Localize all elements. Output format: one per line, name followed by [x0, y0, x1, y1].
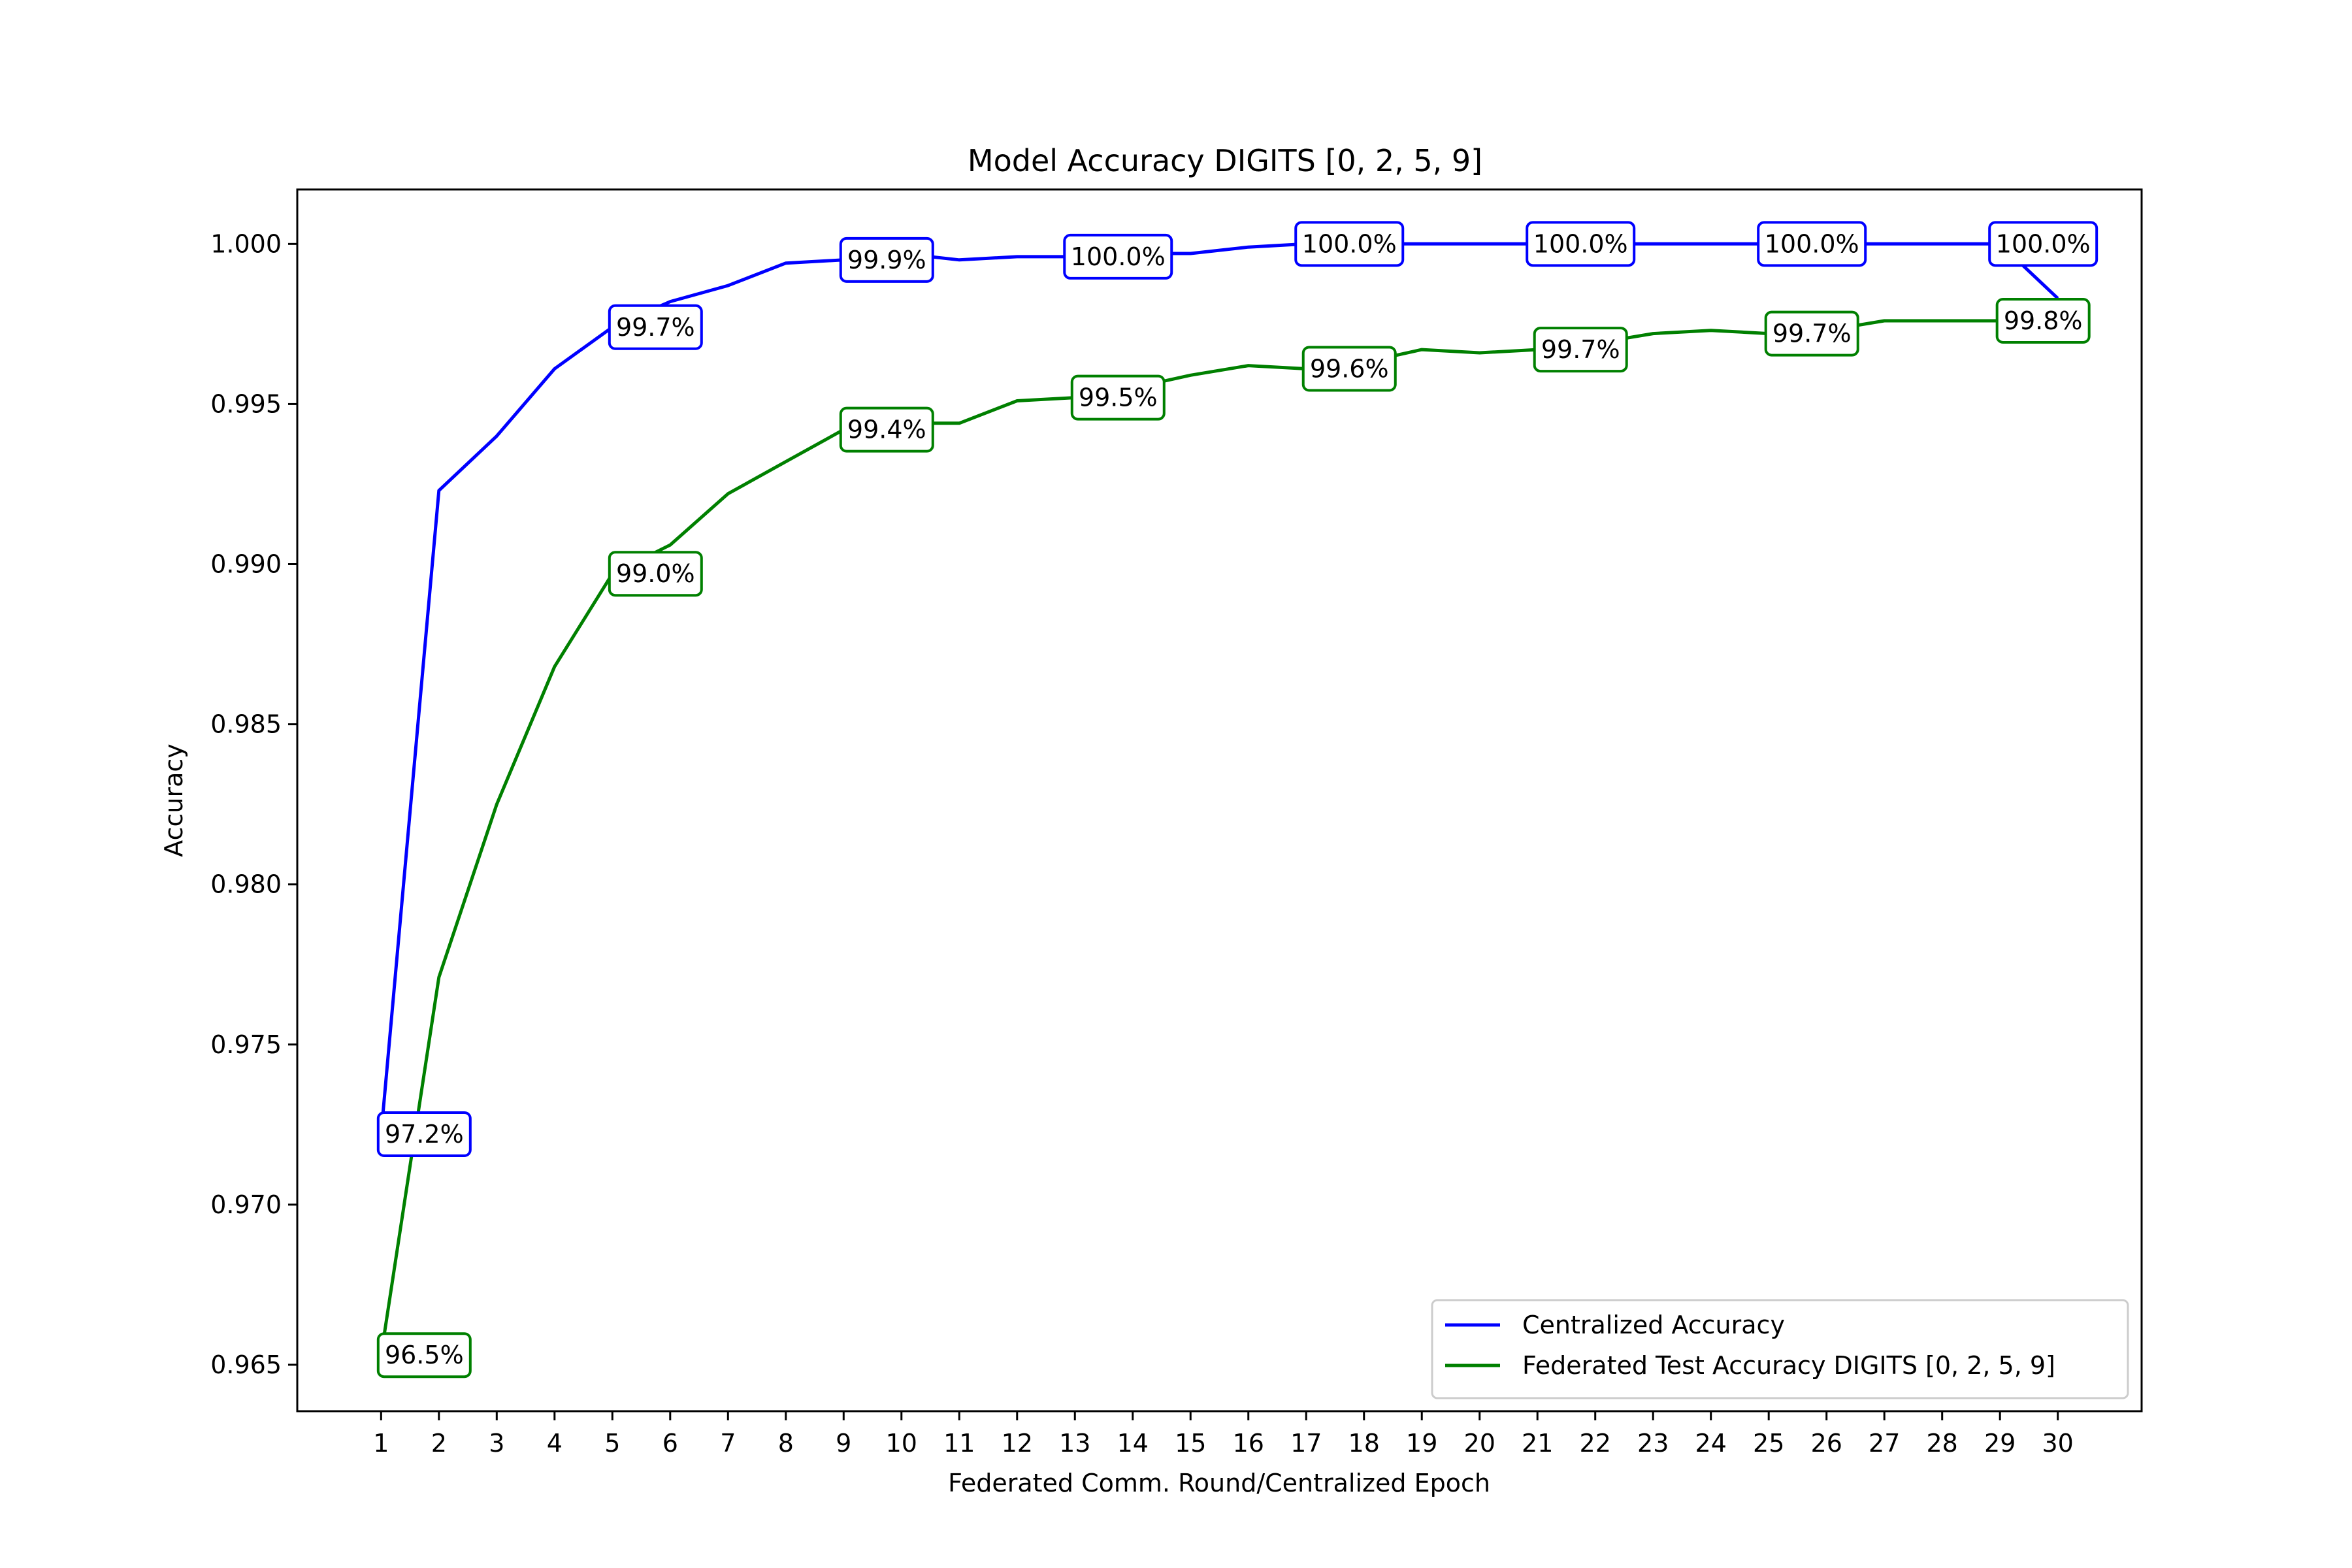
data-label-box: [376, 1332, 472, 1379]
x-tick-label: 29: [1984, 1429, 2016, 1458]
legend-label: Centralized Accuracy: [1522, 1311, 1785, 1339]
x-tick-label: 28: [1927, 1429, 1958, 1458]
x-tick-label: 2: [431, 1429, 447, 1458]
data-label-box: [1757, 221, 1867, 267]
data-label: 99.8%: [2004, 306, 2083, 335]
data-label: 100.0%: [1765, 229, 1859, 258]
x-tick-label: 24: [1695, 1429, 1727, 1458]
data-label: 99.6%: [1310, 354, 1389, 383]
x-tick-label: 16: [1233, 1429, 1264, 1458]
data-label-box: [839, 237, 934, 283]
x-tick-label: 20: [1464, 1429, 1495, 1458]
data-label-box: [1301, 346, 1397, 392]
data-label: 99.7%: [616, 313, 695, 342]
data-label-box: [1526, 221, 1636, 267]
x-tick-label: 11: [943, 1429, 975, 1458]
data-label-box: [608, 304, 703, 350]
legend-label: Federated Test Accuracy DIGITS [0, 2, 5,…: [1522, 1351, 2055, 1380]
data-label-box: [1063, 233, 1173, 280]
chart-title: Model Accuracy DIGITS [0, 2, 5, 9]: [968, 143, 1482, 178]
x-axis-label: Federated Comm. Round/Centralized Epoch: [948, 1469, 1490, 1497]
y-tick-label: 0.985: [210, 710, 282, 739]
x-tick-label: 7: [720, 1429, 736, 1458]
data-label-box: [839, 406, 934, 453]
x-tick-label: 3: [489, 1429, 504, 1458]
y-tick-label: 0.995: [210, 389, 282, 418]
plot-frame: [296, 188, 2143, 1413]
data-label: 97.2%: [385, 1120, 464, 1149]
x-tick-label: 9: [836, 1429, 851, 1458]
legend-frame: [1431, 1299, 2129, 1399]
y-tick-label: 0.980: [210, 870, 282, 899]
data-label-box: [608, 551, 703, 597]
x-tick-label: 19: [1406, 1429, 1437, 1458]
data-label: 99.7%: [1541, 335, 1620, 364]
data-label-box: [1995, 297, 2091, 344]
y-tick-label: 0.970: [210, 1190, 282, 1219]
data-label: 100.0%: [1071, 242, 1166, 271]
data-label: 96.5%: [385, 1341, 464, 1369]
x-tick-label: 13: [1059, 1429, 1090, 1458]
x-tick-label: 23: [1637, 1429, 1669, 1458]
x-tick-label: 18: [1348, 1429, 1380, 1458]
x-tick-label: 21: [1522, 1429, 1553, 1458]
x-tick-label: 26: [1811, 1429, 1842, 1458]
data-label: 99.7%: [1772, 319, 1852, 348]
x-tick-label: 14: [1117, 1429, 1149, 1458]
x-tick-label: 8: [778, 1429, 794, 1458]
y-tick-label: 1.000: [210, 229, 282, 258]
x-tick-label: 12: [1002, 1429, 1033, 1458]
data-label-box: [1070, 374, 1166, 421]
data-label: 100.0%: [1996, 229, 2091, 258]
x-tick-label: 25: [1753, 1429, 1784, 1458]
x-tick-label: 22: [1580, 1429, 1611, 1458]
annotations: 97.2% 99.7% 99.9% 100.0% 100.0% 100.0% 100.0% 1…: [376, 221, 2099, 1379]
axes: 0.965 0.970 0.975 0.980 0.985 0.990 0.995 1.000…: [210, 229, 2074, 1458]
data-label: 100.0%: [1302, 229, 1397, 258]
data-label: 100.0%: [1533, 229, 1628, 258]
y-tick-label: 0.975: [210, 1030, 282, 1059]
y-tick-label: 0.965: [210, 1350, 282, 1379]
data-label: 99.4%: [847, 416, 926, 444]
x-tick-label: 1: [373, 1429, 389, 1458]
data-label: 99.5%: [1079, 384, 1158, 412]
legend: Centralized Accuracy Federated Test Accur…: [1431, 1299, 2129, 1399]
data-label-box: [1533, 327, 1628, 373]
x-tick-label: 30: [2042, 1429, 2074, 1458]
data-label-box: [1988, 221, 2099, 267]
data-label-box: [1764, 310, 1859, 357]
y-tick-label: 0.990: [210, 549, 282, 578]
x-tick-label: 27: [1869, 1429, 1900, 1458]
x-tick-label: 4: [547, 1429, 563, 1458]
x-tick-label: 6: [662, 1429, 678, 1458]
data-label-box: [376, 1111, 472, 1158]
data-label-box: [1294, 221, 1405, 267]
x-tick-label: 17: [1290, 1429, 1322, 1458]
data-label: 99.9%: [847, 246, 926, 274]
y-axis-label: Accuracy: [159, 743, 188, 857]
x-tick-label: 15: [1175, 1429, 1206, 1458]
data-label: 99.0%: [616, 559, 695, 588]
x-tick-label: 5: [604, 1429, 620, 1458]
x-tick-label: 10: [886, 1429, 917, 1458]
